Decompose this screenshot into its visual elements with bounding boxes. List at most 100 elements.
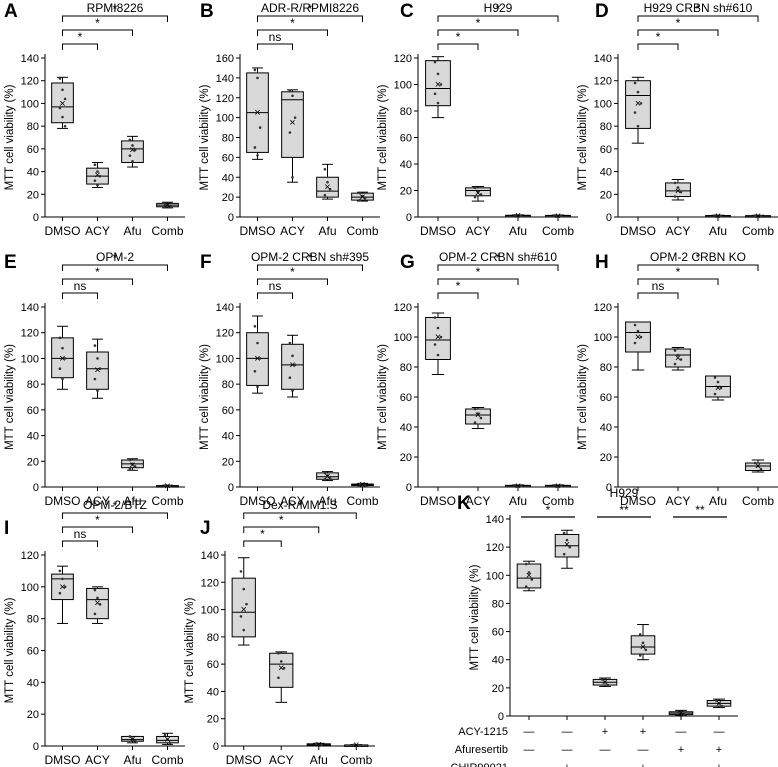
data-point-B-1-3 bbox=[288, 131, 292, 134]
data-point-A-2-4 bbox=[131, 160, 134, 163]
mean-marker-G-1: × bbox=[475, 410, 481, 422]
data-point-A-0-4 bbox=[61, 115, 64, 119]
bracket-label-E-2: * bbox=[113, 251, 118, 265]
bracket-J-2 bbox=[243, 512, 357, 519]
data-point-J-0-0 bbox=[239, 570, 243, 573]
data-point-H-2-2 bbox=[719, 386, 723, 390]
data-point-J-0-3 bbox=[239, 615, 243, 618]
data-point-J-1-3 bbox=[277, 676, 280, 680]
data-point-H-0-0 bbox=[633, 323, 637, 327]
data-point-H-1-0 bbox=[673, 349, 677, 352]
y-tick-label-B-120: 120 bbox=[216, 93, 234, 105]
y-axis-label-J: MTT cell viability (%) bbox=[184, 597, 196, 703]
data-point-D-1-2 bbox=[679, 190, 683, 194]
treatment-mark-1-0: — bbox=[524, 744, 535, 756]
data-point-E-1-2 bbox=[98, 367, 102, 371]
category-label-H-Comb: Comb bbox=[742, 494, 774, 508]
bracket-label-E-1: * bbox=[95, 265, 100, 279]
panel-title-E: OPM-2 bbox=[96, 250, 134, 264]
mean-marker-G-2: × bbox=[515, 480, 521, 492]
y-axis-label-A: MTT cell viability (%) bbox=[4, 84, 16, 190]
data-point-J-1-1 bbox=[279, 660, 283, 663]
data-point-E-0-3 bbox=[58, 367, 62, 371]
data-point-K-3-1 bbox=[641, 641, 645, 645]
data-point-B-0-0 bbox=[253, 68, 257, 72]
category-label-C-ACY: ACY bbox=[466, 224, 491, 238]
bracket-label-B-0: ns bbox=[269, 30, 282, 44]
data-point-C-1-0 bbox=[473, 186, 477, 190]
y-tick-label-J-100: 100 bbox=[201, 605, 219, 617]
treatment-mark-1-1: — bbox=[562, 744, 573, 756]
data-point-D-2-2 bbox=[719, 214, 723, 218]
data-point-A-0-0 bbox=[58, 77, 62, 80]
y-tick-label-I-40: 40 bbox=[27, 677, 39, 689]
mean-marker-D-2: × bbox=[715, 210, 721, 222]
data-point-C-0-3 bbox=[433, 92, 437, 96]
data-point-K-2-1 bbox=[603, 680, 607, 684]
mean-marker-B-3: × bbox=[359, 192, 365, 204]
data-point-B-2-3 bbox=[323, 193, 327, 197]
y-tick-label-D-100: 100 bbox=[594, 98, 612, 110]
data-point-D-1-1 bbox=[676, 186, 680, 189]
bracket-label-J-1: * bbox=[279, 513, 284, 527]
bracket-I-0 bbox=[62, 540, 98, 547]
data-point-G-2-0 bbox=[513, 484, 517, 487]
data-point-G-1-1 bbox=[476, 412, 480, 415]
data-point-B-3-2 bbox=[363, 196, 367, 200]
category-label-A-Comb: Comb bbox=[151, 224, 183, 238]
y-tick-label-B-80: 80 bbox=[222, 133, 234, 145]
data-point-B-0-3 bbox=[253, 146, 257, 149]
bracket-G-1 bbox=[437, 278, 519, 285]
y-tick-label-K-40: 40 bbox=[492, 655, 504, 667]
data-point-K-4-0 bbox=[676, 710, 680, 714]
data-point-I-0-0 bbox=[58, 569, 62, 573]
panel-title-F: OPM-2 CRBN sh#395 bbox=[251, 250, 369, 264]
mean-marker-E-2: × bbox=[129, 460, 135, 472]
y-axis-label-C: MTT cell viability (%) bbox=[377, 84, 389, 190]
bracket-F-0 bbox=[257, 292, 293, 299]
data-point-F-3-2 bbox=[363, 484, 367, 487]
mean-marker-A-2: × bbox=[129, 144, 135, 156]
data-point-F-1-3 bbox=[288, 376, 292, 380]
mean-marker-J-1: × bbox=[278, 663, 284, 675]
data-point-A-1-3 bbox=[93, 179, 97, 182]
bracket-E-1 bbox=[62, 278, 133, 285]
data-point-K-5-1 bbox=[717, 702, 721, 705]
data-point-D-0-1 bbox=[636, 90, 640, 94]
bracket-label-I-2: * bbox=[113, 499, 118, 513]
mean-marker-E-1: × bbox=[94, 365, 100, 377]
bracket-label-I-0: ns bbox=[74, 527, 87, 541]
category-label-A-DMSO: DMSO bbox=[45, 224, 81, 238]
panel-title-A: RPMI8226 bbox=[87, 1, 144, 15]
category-label-A-ACY: ACY bbox=[85, 224, 110, 238]
data-point-J-1-0 bbox=[277, 651, 280, 655]
y-tick-label-E-140: 140 bbox=[21, 302, 39, 314]
data-point-C-3-2 bbox=[559, 214, 563, 218]
y-tick-label-F-20: 20 bbox=[222, 456, 234, 468]
panel-label-K: K bbox=[457, 493, 471, 514]
data-point-H-3-1 bbox=[756, 464, 760, 468]
box-K-0 bbox=[516, 563, 542, 589]
data-point-H-0-3 bbox=[633, 341, 637, 345]
category-label-E-Comb: Comb bbox=[151, 494, 183, 508]
category-label-J-Comb: Comb bbox=[340, 753, 372, 767]
data-point-G-0-3 bbox=[433, 343, 437, 346]
mean-marker-I-3: × bbox=[164, 734, 170, 746]
data-point-K-0-0 bbox=[524, 562, 528, 566]
y-tick-label-C-0: 0 bbox=[406, 212, 412, 224]
data-point-J-3-2 bbox=[357, 744, 361, 747]
bracket-C-2 bbox=[437, 15, 559, 22]
data-point-K-5-0 bbox=[714, 699, 718, 702]
data-point-A-3-2 bbox=[168, 204, 172, 207]
treatment-mark-0-5: — bbox=[714, 726, 725, 738]
bracket-label-C-2: * bbox=[496, 2, 501, 16]
category-label-E-DMSO: DMSO bbox=[45, 494, 81, 508]
data-point-H-0-1 bbox=[636, 329, 640, 333]
data-point-G-1-2 bbox=[479, 416, 483, 420]
data-point-H-0-2 bbox=[639, 335, 643, 339]
bracket-G-0 bbox=[437, 292, 479, 299]
category-label-E-ACY: ACY bbox=[85, 494, 110, 508]
category-label-F-DMSO: DMSO bbox=[240, 494, 276, 508]
data-point-H-2-1 bbox=[716, 380, 720, 384]
bracket-C-0 bbox=[437, 43, 479, 50]
